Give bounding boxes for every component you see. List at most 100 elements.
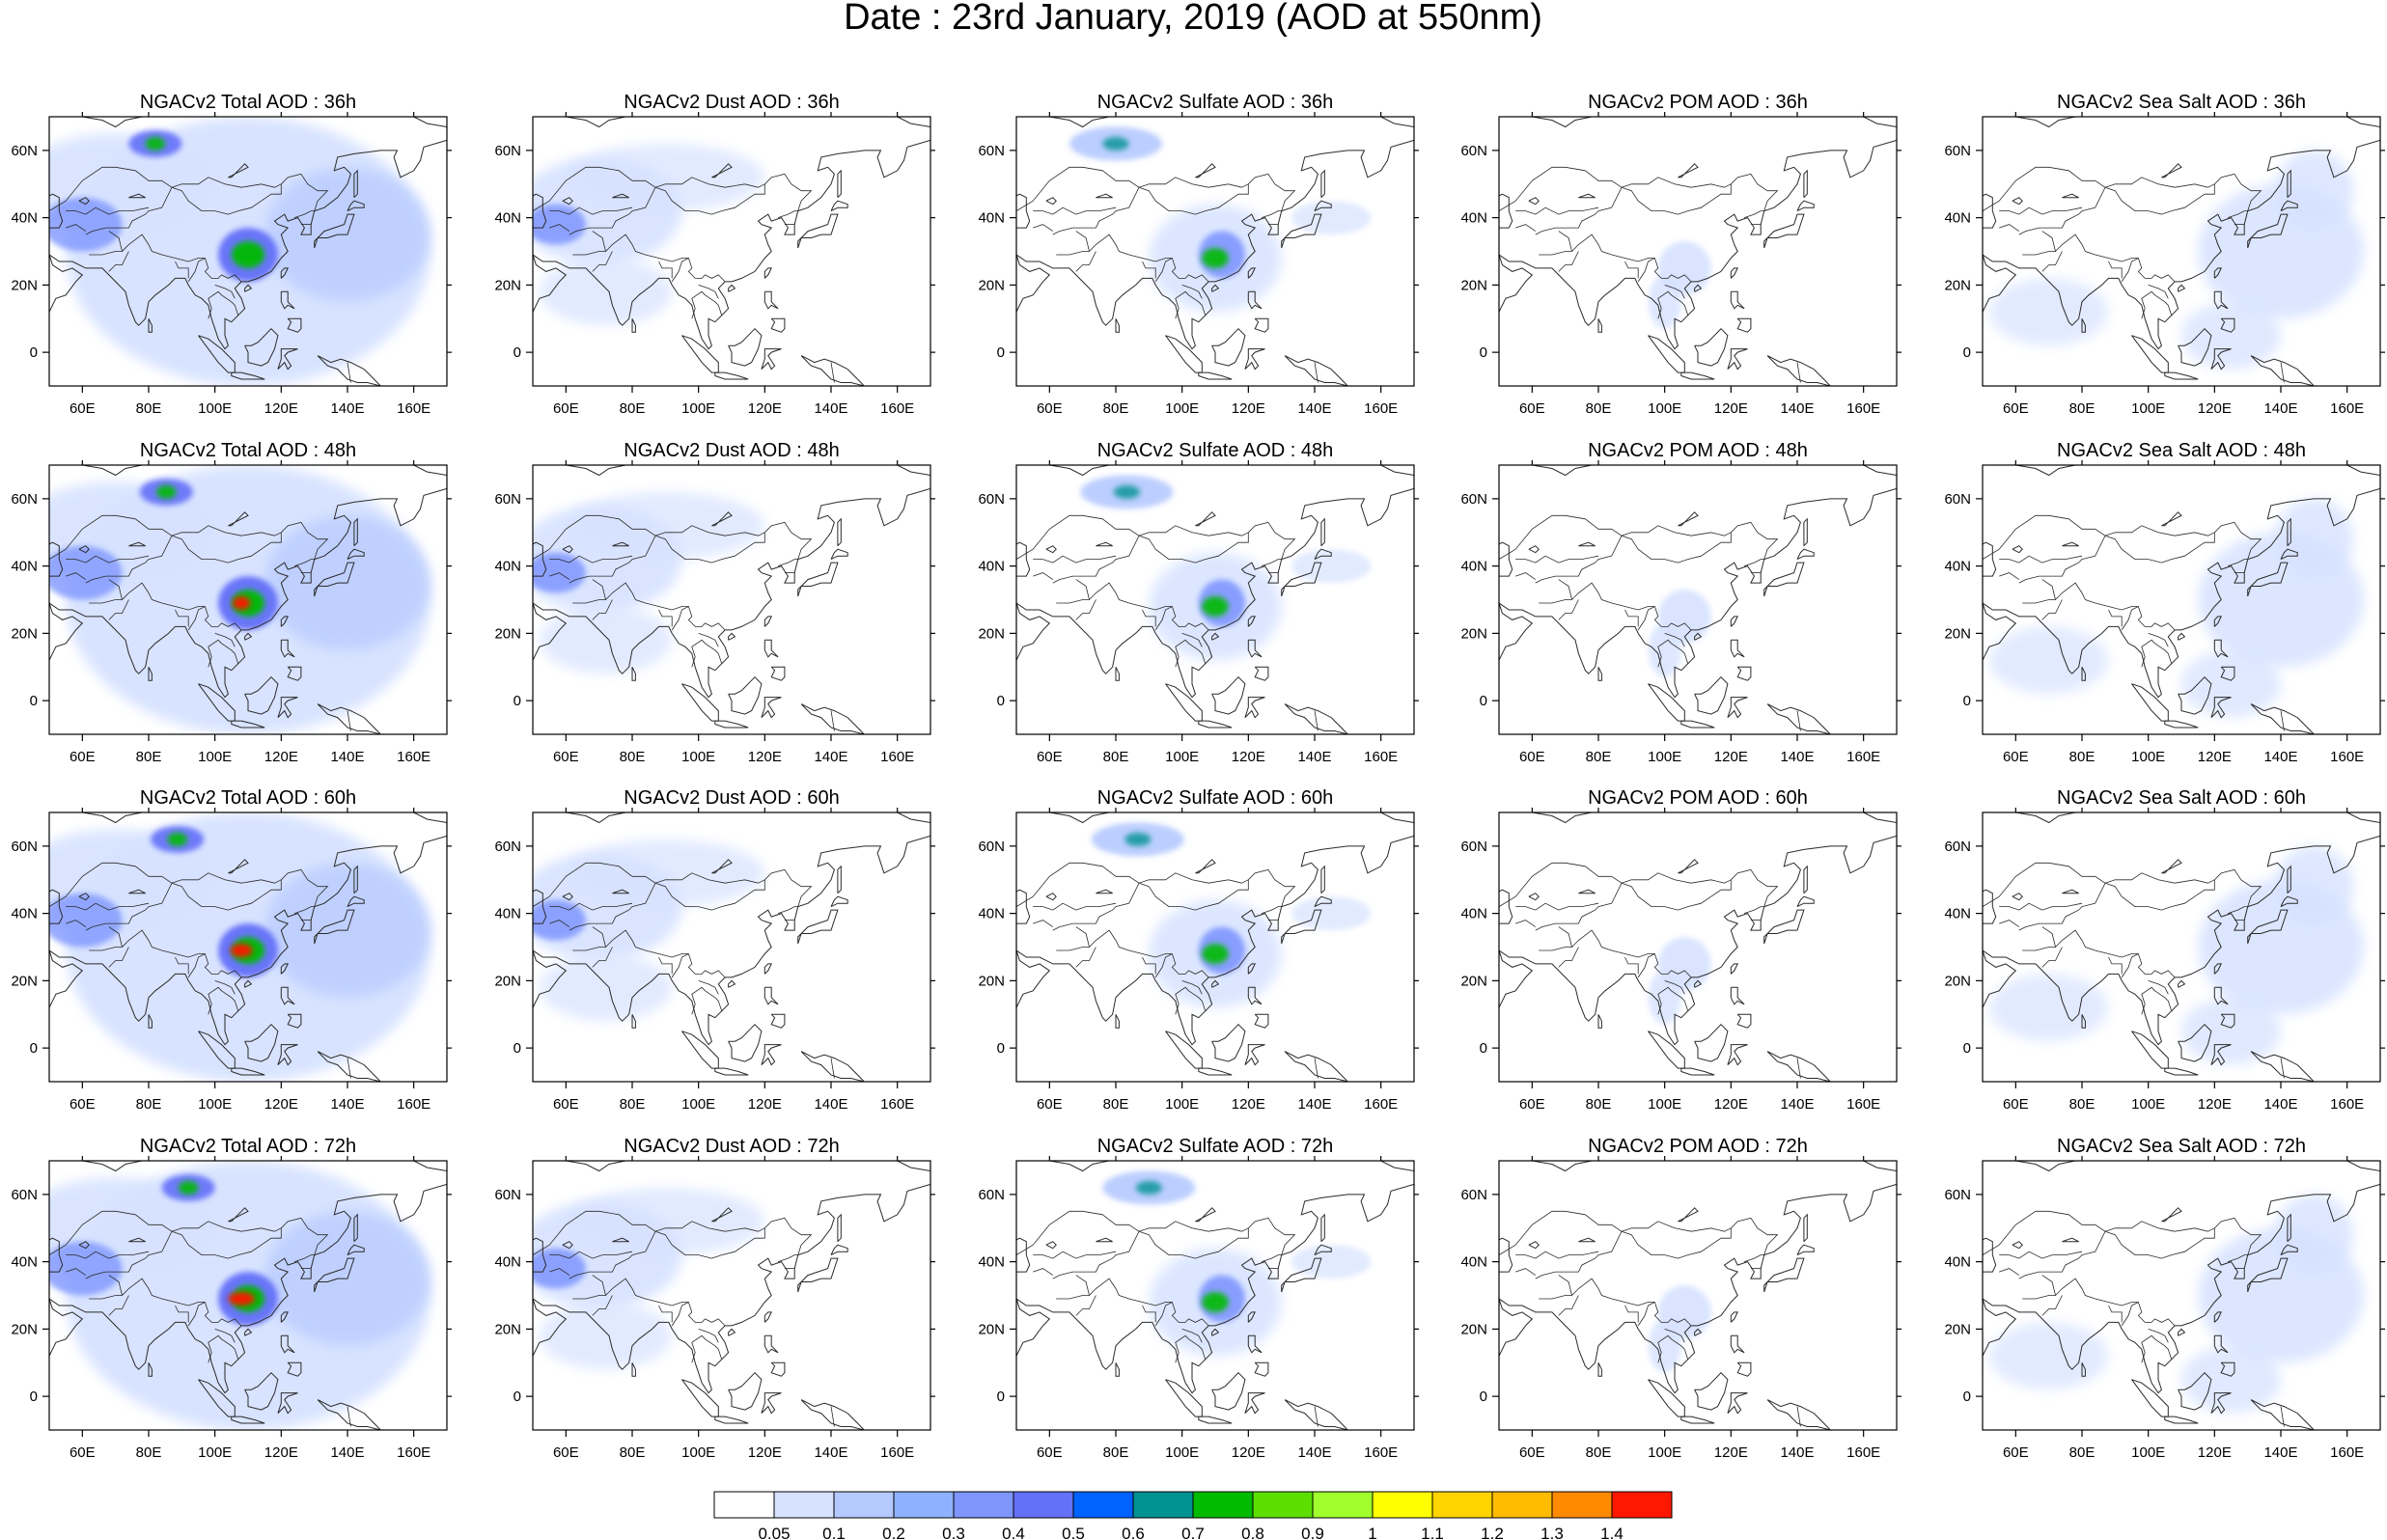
country-border — [2041, 599, 2063, 620]
map-panel: NGACv2 Sulfate AOD : 36h 60E 80E 100E 120E 14… — [978, 92, 1419, 417]
aod-blob — [2274, 150, 2354, 232]
country-border — [108, 1275, 242, 1327]
coastline — [1694, 327, 1729, 367]
colorbar-label: 1.1 — [1421, 1525, 1444, 1540]
country-border — [777, 559, 798, 566]
country-border — [2022, 1295, 2056, 1300]
country-border — [1515, 572, 1537, 580]
coastline — [1678, 1207, 1699, 1223]
colorbar-swatch — [1312, 1491, 1374, 1519]
coastline — [612, 889, 629, 894]
coastline — [1528, 1241, 1540, 1250]
coastline — [1211, 675, 1246, 715]
country-border — [1558, 599, 1579, 620]
coastline — [1096, 889, 1113, 894]
coastline — [1680, 1416, 1715, 1424]
lat-tick-label: 40N — [1944, 559, 1971, 575]
coastline — [631, 1014, 636, 1029]
country-border — [293, 1254, 315, 1262]
coastline — [1528, 893, 1540, 901]
coastline — [2178, 675, 2212, 715]
country-border — [1314, 710, 1318, 731]
lon-tick-label: 120E — [748, 749, 782, 765]
country-border — [1796, 710, 1801, 731]
country-border — [549, 572, 570, 580]
coastline — [1320, 1213, 1325, 1243]
country-border — [1016, 862, 1140, 907]
lat-tick-label: 0 — [1480, 693, 1487, 709]
country-border — [1539, 251, 1572, 256]
lon-tick-label: 80E — [1103, 749, 1129, 765]
aod-blob — [1124, 832, 1152, 846]
country-border — [2022, 251, 2056, 256]
country-border — [66, 555, 150, 564]
country-border — [592, 1295, 613, 1316]
coastline — [228, 1207, 249, 1223]
lon-tick-label: 60E — [553, 749, 579, 765]
coastline — [1115, 1362, 1120, 1377]
country-border — [572, 947, 606, 951]
country-border — [2022, 947, 2056, 951]
country-border — [108, 947, 129, 968]
lat-tick-label: 60N — [11, 1187, 38, 1203]
country-border — [1181, 1329, 1203, 1343]
lat-tick-label: 0 — [1480, 1389, 1487, 1405]
lat-tick-label: 20N — [494, 1321, 521, 1337]
country-border — [2041, 231, 2176, 283]
lon-tick-label: 80E — [2069, 1444, 2096, 1461]
coastline — [2161, 859, 2182, 874]
country-border — [2104, 872, 2215, 884]
lat-tick-label: 0 — [997, 693, 1005, 709]
country-border — [671, 606, 689, 631]
coastline — [2250, 355, 2315, 386]
coastline — [1983, 1183, 2380, 1394]
coastline — [797, 909, 839, 945]
coastline — [2250, 1399, 2315, 1430]
lat-tick-label: 60N — [1944, 143, 1971, 159]
country-border — [1999, 1268, 2020, 1276]
coastline — [2346, 465, 2380, 476]
lat-tick-label: 40N — [1460, 210, 1487, 227]
lat-tick-label: 60N — [1944, 839, 1971, 855]
lon-tick-label: 100E — [1648, 749, 1681, 765]
country-border — [208, 986, 239, 1015]
country-border — [1033, 572, 1054, 580]
lon-tick-label: 120E — [2198, 749, 2232, 765]
coastline — [566, 117, 626, 128]
aod-blob — [1648, 274, 1681, 329]
country-border — [1052, 868, 1296, 931]
aod-field — [1016, 117, 1414, 386]
lat-tick-label: 40N — [494, 1254, 521, 1271]
country-border — [549, 555, 633, 564]
country-border — [1175, 639, 1207, 668]
aod-field — [49, 812, 447, 1082]
coastline — [317, 703, 381, 734]
coastline — [2062, 1237, 2079, 1243]
country-border — [175, 1305, 189, 1323]
country-border — [2104, 177, 2215, 188]
coastline — [244, 1371, 279, 1411]
coastline — [1730, 616, 1738, 627]
lon-tick-label: 80E — [2069, 749, 2096, 765]
coastline — [82, 117, 143, 128]
coastline — [1281, 213, 1322, 249]
coastline — [49, 193, 64, 229]
colorbar-label: 0.5 — [1062, 1525, 1085, 1540]
lat-tick-label: 40N — [494, 906, 521, 922]
coastline — [2213, 986, 2229, 1005]
map-frame — [48, 811, 448, 1083]
coastline — [1863, 465, 1897, 476]
coastline — [2015, 1161, 2076, 1172]
coastline — [2081, 318, 2086, 333]
coastline — [830, 200, 848, 212]
lat-tick-label: 40N — [1944, 1254, 1971, 1271]
lon-tick-label: 120E — [1714, 400, 1748, 417]
coastline — [797, 213, 839, 249]
map-panel: NGACv2 Sulfate AOD : 60h 60E 80E 100E 120E 14… — [978, 787, 1419, 1113]
coastline — [228, 859, 249, 874]
coastline — [761, 1392, 782, 1415]
country-border — [85, 521, 329, 584]
coastline — [1597, 667, 1602, 681]
coastline — [1736, 1013, 1752, 1029]
map-panel: NGACv2 POM AOD : 36h 60E 80E 100E 120E 140E 16… — [1460, 92, 1901, 417]
